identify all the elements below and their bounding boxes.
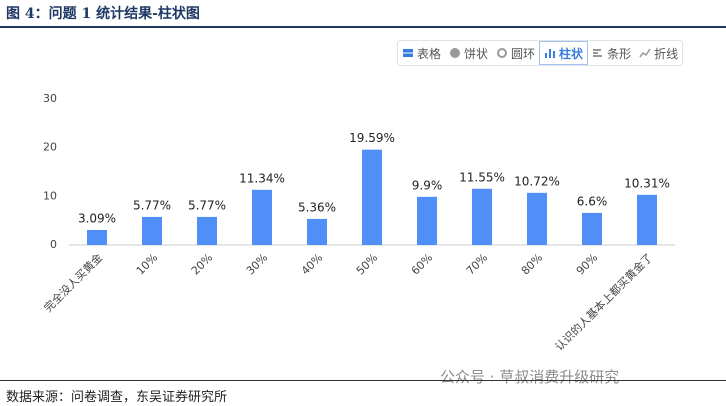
chart-toolbar: 表格 饼状 圆环 柱状 条形 折线: [397, 40, 684, 66]
button-label: 柱状: [559, 46, 584, 61]
button-label: 条形: [607, 46, 632, 61]
x-tick-label: 70%: [464, 251, 490, 277]
button-label: 饼状: [464, 46, 489, 61]
column-button[interactable]: 柱状: [539, 41, 589, 65]
x-tick-label: 90%: [574, 251, 600, 277]
bar-button[interactable]: 条形: [588, 41, 635, 65]
figure-title: 图 4：问题 1 统计结果-柱状图: [6, 6, 200, 22]
button-label: 圆环: [511, 46, 536, 61]
value-label: 11.55%: [459, 170, 505, 184]
value-label: 10.31%: [624, 176, 670, 190]
source-note: 数据来源：问卷调查，东吴证券研究所: [6, 390, 228, 405]
x-tick-label: 认识的人基本上都买黄金了: [552, 250, 655, 353]
x-tick-label: 50%: [354, 251, 380, 277]
button-label: 表格: [417, 46, 442, 61]
bar: [417, 196, 437, 245]
bar: [582, 212, 602, 245]
bar: [362, 149, 382, 245]
bar: [142, 216, 162, 245]
value-label: 3.09%: [78, 211, 116, 225]
bar: [637, 194, 657, 245]
x-tick-label: 20%: [189, 251, 215, 277]
chart: 0 10 20 30 完全没人买黄金 3.09% 10% 5.77% 20% 5.77% 30% 11…: [41, 92, 675, 354]
table-button[interactable]: 表格: [398, 41, 445, 65]
line-button[interactable]: 折线: [635, 41, 682, 65]
y-tick-label: 30: [43, 92, 57, 105]
y-tick-label: 20: [43, 141, 57, 154]
title-rule: [0, 26, 726, 28]
watermark: 公众号 · 草叔消费升级研究: [440, 368, 620, 386]
donut-button[interactable]: 圆环: [492, 41, 539, 65]
value-label: 9.9%: [412, 178, 443, 192]
bar: [527, 192, 547, 245]
value-label: 6.6%: [577, 194, 608, 208]
x-tick-label: 10%: [134, 251, 160, 277]
footer-rule: [0, 380, 726, 381]
y-tick-label: 10: [43, 189, 57, 202]
value-label: 11.34%: [239, 171, 285, 185]
bar: [252, 189, 272, 245]
bar: [472, 188, 492, 245]
value-label: 19.59%: [349, 131, 395, 145]
button-label: 折线: [654, 46, 679, 61]
value-label: 5.77%: [188, 198, 226, 212]
bar: [197, 216, 217, 245]
value-label: 5.36%: [298, 200, 336, 214]
x-tick-label: 30%: [244, 251, 270, 277]
x-tick-label: 80%: [519, 251, 545, 277]
x-tick-label: 完全没人买黄金: [41, 250, 105, 314]
y-tick-label: 0: [50, 238, 57, 251]
pie-button[interactable]: 饼状: [445, 41, 492, 65]
bar: [307, 218, 327, 245]
x-tick-label: 40%: [299, 251, 325, 277]
value-label: 10.72%: [514, 174, 560, 188]
bar: [87, 229, 107, 245]
x-tick-label: 60%: [409, 251, 435, 277]
value-label: 5.77%: [133, 198, 171, 212]
